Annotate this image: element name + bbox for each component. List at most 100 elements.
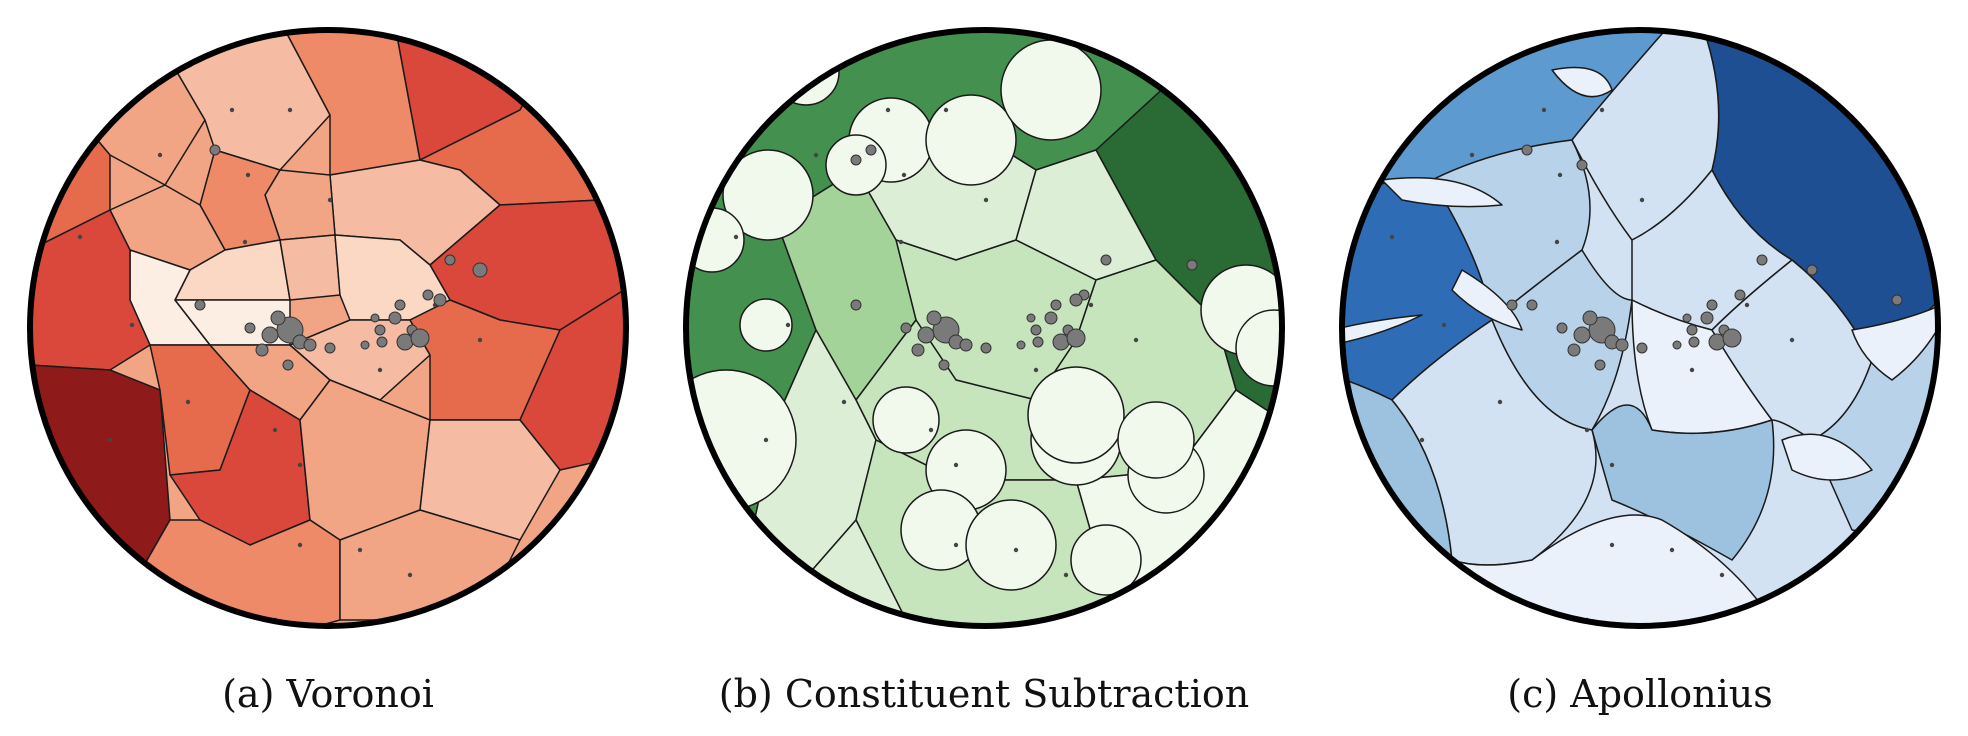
particle-dot [1582,310,1598,326]
particle-dot [407,572,413,578]
apollonius-lobe [1551,66,1613,98]
particle-dot [1521,144,1533,156]
apollonius-cell [1391,319,1597,566]
particle-dot [370,313,380,323]
particle-dot [1567,343,1581,357]
particle-dot [1052,333,1070,351]
particle-dot [983,197,989,203]
particle-dot [1441,322,1447,328]
particle-dot [953,462,959,468]
particle-dot [850,154,862,166]
particle-dot [1033,367,1039,373]
ghost-disc [739,298,793,352]
particle-dot [1050,299,1062,311]
particle-dot [1639,197,1645,203]
particle-dot [1806,264,1818,276]
particle-dot [1594,359,1606,371]
particle-dot [185,399,191,405]
particle-dot [1584,427,1590,433]
ghost-disc [1117,401,1195,479]
particle-dot [1708,333,1726,351]
particle-dot [396,333,414,351]
particle-dot [733,234,739,240]
particle-dot [900,322,912,334]
particle-dot [282,359,294,371]
particle-dot [477,337,483,343]
particle-dot [1636,342,1648,354]
particle-dot [324,342,336,354]
particle-dot [1469,152,1475,158]
panel-voronoi: (a) Voronoi [0,0,656,736]
particle-dot [1557,172,1563,178]
particle-dot [357,547,363,553]
particle-dot [410,328,430,348]
particle-dot [926,310,942,326]
particle-dot [1026,313,1036,323]
disk-boundary [1339,27,1941,629]
particle-dot [763,437,769,443]
particle-dot [898,239,904,245]
particle-dot [1419,437,1425,443]
apollonius-lobe [1381,177,1503,208]
caption-b: (b) Constituent Subtraction [718,672,1250,716]
caption-a: (a) Voronoi [222,672,434,716]
particle-dot [242,239,248,245]
particle-dot [1672,340,1682,350]
particle-dot [1706,299,1718,311]
particle-dot [1069,293,1083,307]
particle-dot [303,338,317,352]
particle-dot [270,310,286,326]
particle-dot [813,152,819,158]
particle-dot [1756,254,1768,266]
particle-dot [444,254,456,266]
particle-dot [1609,542,1615,548]
apollonius-lobe [1781,433,1873,481]
particle-dot [272,427,278,433]
particle-dot [1541,107,1547,113]
particle-dot [1722,328,1742,348]
particle-dot [77,234,83,240]
particle-dot [1506,299,1518,311]
particle-dot [1016,340,1026,350]
particle-dot [1576,159,1588,171]
particle-dot [1032,336,1044,348]
particle-dot [377,367,383,373]
disk-boundary [683,27,1285,629]
panel-constituent-subtraction: (b) Constituent Subtraction [656,0,1312,736]
ghost-disc [1070,524,1142,596]
particle-dot [1615,338,1629,352]
particle-dot [107,437,113,443]
particle-dot [953,542,959,548]
apollonius-lobe [1451,269,1523,331]
particle-dot [1599,107,1605,113]
voronoi-cell [129,519,341,626]
ghost-disc [1027,366,1125,464]
particle-dot [129,322,135,328]
ghost-disc [872,386,940,454]
particle-dot [1689,367,1695,373]
particle-dot [229,107,235,113]
particle-dot [1669,547,1675,553]
particle-dot [245,172,251,178]
particle-dot [1734,289,1746,301]
constituent-subtraction-diagram [683,27,1285,629]
disk-boundary [27,27,629,629]
particle-dot [1497,399,1503,405]
particle-dot [1891,294,1903,306]
particle-dot [422,289,434,301]
particle-dot [1719,572,1725,578]
particle-dot [865,144,877,156]
particle-dot [928,427,934,433]
ghost-disc [925,94,1017,186]
particle-dot [911,343,925,357]
particle-dot [943,107,949,113]
particle-dot [1556,322,1568,334]
particle-dot [1700,311,1714,325]
particle-dot [1526,299,1538,311]
particle-dot [1088,302,1094,308]
particle-dot [287,107,293,113]
particle-dot [376,336,388,348]
particle-dot [261,326,279,344]
particle-dot [1686,324,1698,336]
particle-dot [1682,313,1692,323]
